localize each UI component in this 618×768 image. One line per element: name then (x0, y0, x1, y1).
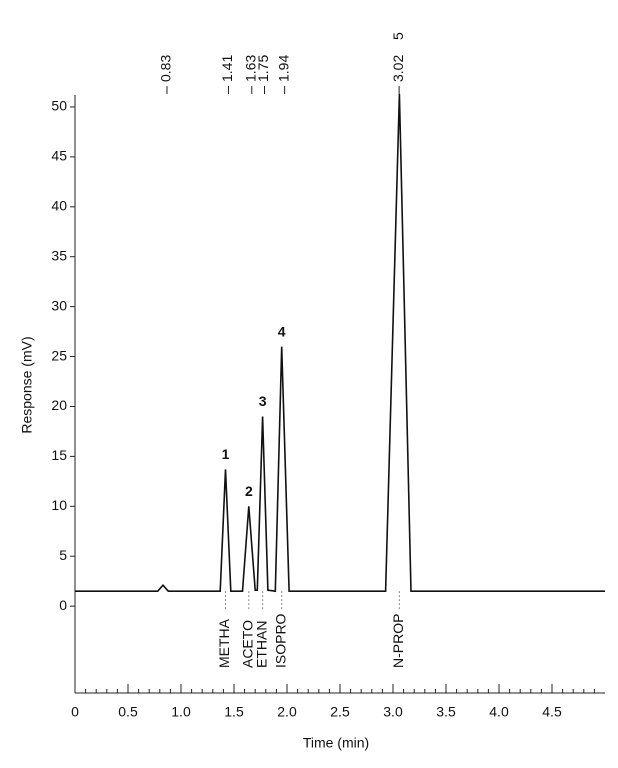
peak-number: 4 (278, 323, 286, 339)
compound-label: METHA (216, 618, 232, 668)
peak-number: 3 (259, 393, 267, 409)
rt-label: 1.63 (242, 55, 258, 82)
peak-number: 5 (390, 32, 406, 40)
y-tick-label: 50 (51, 98, 67, 114)
x-tick-label: 2.0 (277, 704, 297, 720)
y-tick-label: 25 (51, 347, 67, 363)
y-tick-label: 30 (51, 297, 67, 313)
peak-number: 1 (222, 446, 230, 462)
y-tick-label: 40 (51, 198, 67, 214)
x-axis-label: Time (min) (303, 735, 369, 751)
x-tick-label: 1.0 (171, 704, 191, 720)
x-tick-label: 4.5 (542, 704, 562, 720)
compound-label: ISOPRO (272, 613, 288, 668)
trace (75, 93, 605, 593)
rt-label: 3.02 (390, 55, 406, 82)
x-tick-label: 0.5 (118, 704, 138, 720)
rt-label: 1.75 (255, 55, 271, 82)
y-tick-label: 20 (51, 397, 67, 413)
rt-label: 1.41 (219, 55, 235, 82)
y-tick-label: 45 (51, 148, 67, 164)
rt-label: 1.94 (275, 55, 291, 82)
y-tick-label: 5 (59, 547, 67, 563)
peak-number: 2 (245, 483, 253, 499)
compound-label: N-PROP (390, 614, 406, 668)
y-tick-label: 0 (59, 597, 67, 613)
x-tick-label: 3.0 (383, 704, 403, 720)
y-axis-label: Response (mV) (19, 336, 35, 433)
x-tick-label: 3.5 (436, 704, 456, 720)
y-tick-label: 15 (51, 447, 67, 463)
y-tick-label: 35 (51, 247, 67, 263)
rt-label: 0.83 (158, 55, 174, 82)
compound-label: ETHAN (253, 621, 269, 668)
x-tick-label: 0 (71, 704, 79, 720)
x-tick-label: 1.5 (224, 704, 244, 720)
compound-label: ACETO (240, 620, 256, 668)
x-tick-label: 2.5 (330, 704, 350, 720)
x-tick-label: 4.0 (489, 704, 509, 720)
y-tick-label: 10 (51, 497, 67, 513)
